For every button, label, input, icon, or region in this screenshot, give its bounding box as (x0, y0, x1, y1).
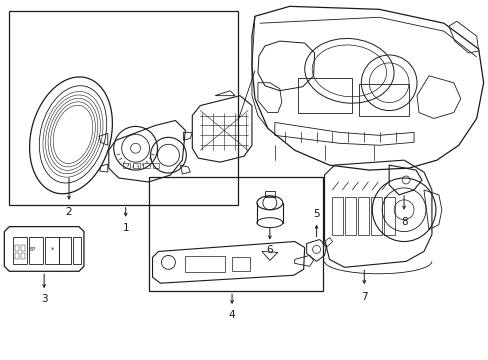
Text: 5: 5 (313, 209, 319, 219)
Text: 7: 7 (360, 292, 367, 302)
Bar (132, 163, 139, 168)
Bar (384, 197, 394, 235)
Text: 8: 8 (400, 217, 407, 227)
Bar (15, 253, 19, 260)
Text: 2: 2 (65, 207, 72, 217)
Text: 3: 3 (41, 294, 47, 304)
Bar (122, 163, 129, 168)
Bar (152, 163, 159, 168)
Bar (21, 246, 25, 251)
Bar (370, 197, 382, 235)
Bar (15, 246, 19, 251)
Bar (29, 237, 43, 264)
Bar (13, 237, 27, 264)
Text: EP: EP (29, 247, 35, 252)
Text: 6: 6 (266, 246, 273, 256)
Text: 4: 4 (228, 310, 235, 320)
Bar (297, 78, 352, 113)
Bar (185, 256, 224, 272)
Bar (45, 237, 59, 264)
Bar (142, 163, 149, 168)
Bar (332, 197, 343, 235)
Bar (9, 11, 238, 205)
Bar (73, 237, 81, 264)
Text: *: * (50, 247, 54, 252)
Bar (148, 177, 322, 291)
Bar (358, 197, 368, 235)
Bar (232, 257, 249, 271)
Bar (359, 84, 408, 116)
Bar (345, 197, 356, 235)
Text: 1: 1 (122, 222, 129, 233)
Bar (21, 253, 25, 260)
Bar (59, 237, 71, 264)
